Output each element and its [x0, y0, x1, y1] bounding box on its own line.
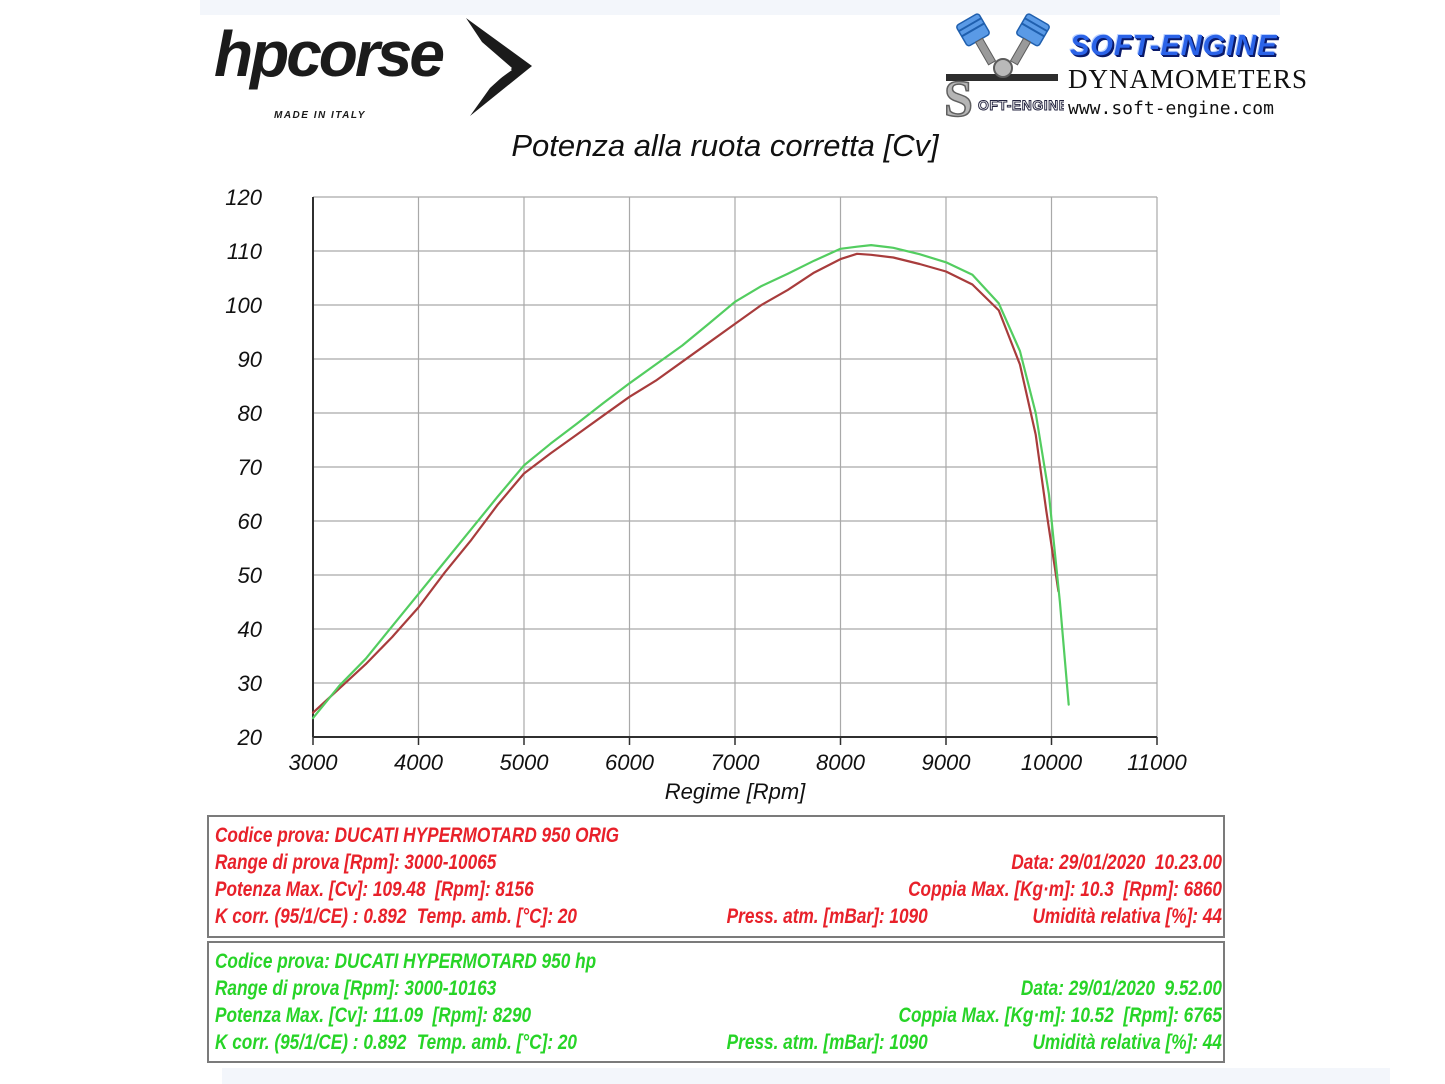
softengine-subtitle: DYNAMOMETERS: [1068, 64, 1309, 94]
softengine-s-mark: S: [944, 71, 973, 122]
codice-prova-line: Codice prova: DUCATI HYPERMOTARD 950 hp: [215, 950, 597, 973]
data-line: Data: 29/01/2020 10.23.00: [1011, 851, 1222, 874]
svg-text:30: 30: [238, 671, 263, 696]
made-in-italy-label: MADE IN ITALY: [274, 110, 366, 121]
pistons-icon: S OFT-ENGINE: [943, 13, 1064, 122]
dyno-chart: 20 30 40 50 60 70 80 90 100 110 120 3000 4000 5000 600…: [225, 185, 1187, 804]
kcorr-line: K corr. (95/1/CE) : 0.892: [215, 905, 407, 928]
coppia-max-line: Coppia Max. [Kg·m]: 10.3 [Rpm]: 6860: [908, 878, 1222, 901]
temp-line: Temp. amb. [°C]: 20: [416, 905, 578, 928]
svg-text:5000: 5000: [500, 750, 550, 775]
svg-text:90: 90: [238, 347, 263, 372]
svg-text:8000: 8000: [816, 750, 866, 775]
potenza-max-line: Potenza Max. [Cv]: 109.48 [Rpm]: 8156: [215, 878, 534, 901]
data-line: Data: 29/01/2020 9.52.00: [1020, 977, 1222, 1000]
softengine-mark-label: OFT-ENGINE: [978, 97, 1064, 113]
softengine-url: www.soft-engine.com: [1068, 98, 1274, 119]
test-table-orig: Codice prova: DUCATI HYPERMOTARD 950 ORI…: [207, 815, 1225, 938]
test-table-hp: Codice prova: DUCATI HYPERMOTARD 950 hp …: [207, 941, 1225, 1063]
svg-text:60: 60: [238, 509, 263, 534]
codice-prova-line: Codice prova: DUCATI HYPERMOTARD 950 ORI…: [215, 824, 620, 847]
svg-text:120: 120: [225, 185, 262, 210]
svg-text:100: 100: [225, 293, 262, 318]
svg-text:110: 110: [227, 239, 263, 264]
umidita-line: Umidità relativa [%]: 44: [1032, 905, 1222, 928]
svg-text:4000: 4000: [394, 750, 444, 775]
press-line: Press. atm. [mBar]: 1090: [726, 905, 928, 928]
svg-text:11000: 11000: [1127, 750, 1187, 775]
svg-text:7000: 7000: [711, 750, 761, 775]
svg-text:3000: 3000: [289, 750, 339, 775]
temp-line: Temp. amb. [°C]: 20: [416, 1031, 578, 1054]
svg-text:20: 20: [237, 725, 263, 750]
svg-text:10000: 10000: [1021, 750, 1083, 775]
coppia-max-line: Coppia Max. [Kg·m]: 10.52 [Rpm]: 6765: [898, 1004, 1222, 1027]
svg-text:9000: 9000: [922, 750, 972, 775]
range-prova-line: Range di prova [Rpm]: 3000-10163: [215, 977, 497, 1000]
svg-text:80: 80: [238, 401, 263, 426]
hpcorse-logo: hpcorse MADE IN ITALY: [214, 14, 554, 126]
kcorr-line: K corr. (95/1/CE) : 0.892: [215, 1031, 407, 1054]
softengine-brand: SOFT-ENGINE: [1070, 30, 1278, 62]
page-bottom-strip: [222, 1068, 1390, 1084]
softengine-logo: S OFT-ENGINE SOFT-ENGINE DYNAMOMETERS ww…: [942, 10, 1307, 125]
svg-text:50: 50: [238, 563, 263, 588]
chart-title: Potenza alla ruota corretta [Cv]: [511, 128, 939, 163]
svg-text:6000: 6000: [605, 750, 655, 775]
potenza-max-line: Potenza Max. [Cv]: 111.09 [Rpm]: 8290: [215, 1004, 532, 1027]
range-prova-line: Range di prova [Rpm]: 3000-10065: [215, 851, 497, 874]
hpcorse-arrow-icon: [466, 18, 532, 116]
svg-text:Regime [Rpm]: Regime [Rpm]: [665, 779, 806, 804]
umidita-line: Umidità relativa [%]: 44: [1032, 1031, 1222, 1054]
page-top-strip: [200, 0, 1280, 15]
hpcorse-wordmark: hpcorse: [214, 18, 445, 90]
press-line: Press. atm. [mBar]: 1090: [726, 1031, 928, 1054]
svg-text:70: 70: [238, 455, 263, 480]
svg-text:40: 40: [238, 617, 263, 642]
